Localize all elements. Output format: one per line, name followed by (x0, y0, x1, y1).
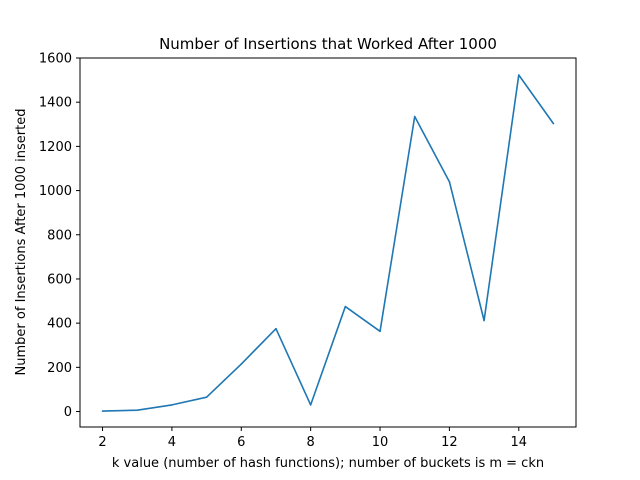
data-point (171, 404, 173, 406)
data-point (344, 305, 347, 308)
axis-ticks: 2 4 6 8 10 12 14 0 200 400 600 800 1000 1200 1400 1600 (39, 52, 527, 451)
data-point (379, 330, 381, 333)
data-point (101, 410, 104, 412)
data-point (205, 396, 208, 398)
data-point (552, 122, 555, 125)
x-tick-label: 6 (237, 435, 245, 450)
data-point (517, 74, 520, 76)
y-tick-label: 1400 (39, 96, 72, 111)
data-point (275, 327, 277, 330)
y-tick-label: 1200 (39, 140, 72, 155)
y-tick-label: 1000 (39, 184, 72, 199)
y-tick-label: 0 (64, 405, 72, 420)
y-tick-label: 600 (47, 272, 72, 287)
x-tick-label: 4 (168, 435, 176, 450)
x-tick-label: 14 (510, 435, 527, 450)
data-point (240, 363, 243, 365)
plot-frame (79, 57, 577, 428)
y-axis-label: Number of Insertions After 1000 inserted (14, 109, 29, 376)
data-point (309, 404, 312, 406)
x-tick-label: 8 (307, 435, 315, 450)
data-point (136, 409, 139, 412)
x-axis-label: k value (number of hash functions); numb… (112, 456, 544, 471)
data-point (483, 319, 485, 322)
data-point (413, 115, 416, 118)
data-point (448, 180, 451, 183)
y-tick-label: 400 (47, 317, 72, 332)
y-tick-label: 800 (47, 228, 72, 243)
x-tick-label: 10 (372, 435, 389, 450)
series-line (102, 74, 555, 412)
y-tick-label: 1600 (39, 52, 72, 67)
y-tick-label: 200 (47, 361, 72, 376)
chart-title: Number of Insertions that Worked After 1… (159, 35, 497, 53)
series-group (101, 74, 555, 412)
x-tick-label: 12 (441, 435, 458, 450)
x-tick-label: 2 (98, 435, 106, 450)
